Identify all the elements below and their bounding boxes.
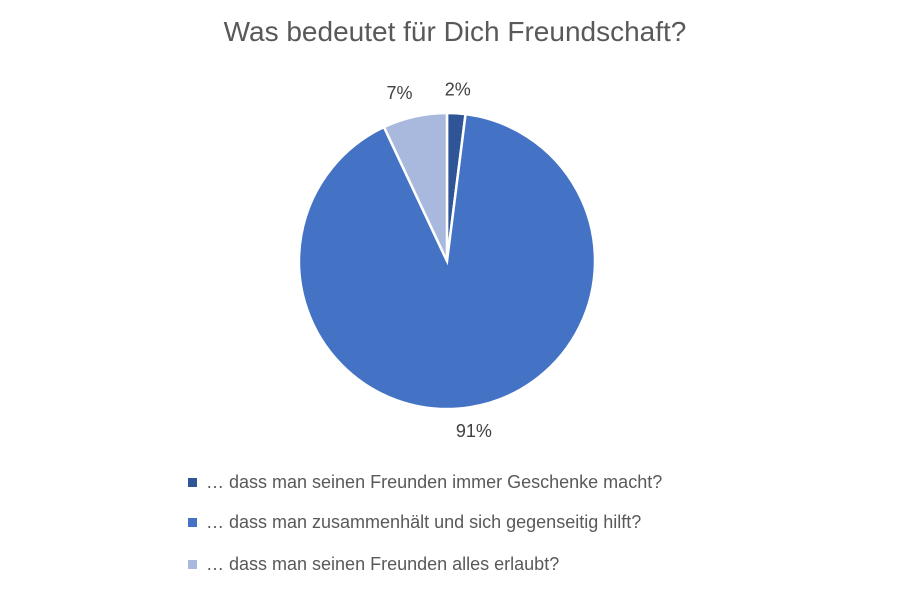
legend-swatch <box>188 518 197 527</box>
legend-label: … dass man seinen Freunden immer Geschen… <box>206 472 663 492</box>
data-label-0: 2% <box>445 79 471 99</box>
pie-slice-1 <box>297 112 597 411</box>
data-label-1: 91% <box>456 421 492 441</box>
legend-item: … dass man seinen Freunden alles erlaubt… <box>188 554 559 575</box>
legend-item: … dass man seinen Freunden immer Geschen… <box>188 472 662 493</box>
pie-slice-2 <box>382 111 449 262</box>
legend-item: … dass man zusammenhält und sich gegense… <box>188 512 641 533</box>
legend-swatch <box>188 560 197 569</box>
legend-label: … dass man seinen Freunden alles erlaubt… <box>206 554 560 574</box>
legend-swatch <box>188 478 197 487</box>
chart-title: Was bedeutet für Dich Freundschaft? <box>223 16 687 47</box>
legend-label: … dass man zusammenhält und sich gegense… <box>206 512 642 532</box>
data-label-2: 7% <box>386 83 412 103</box>
